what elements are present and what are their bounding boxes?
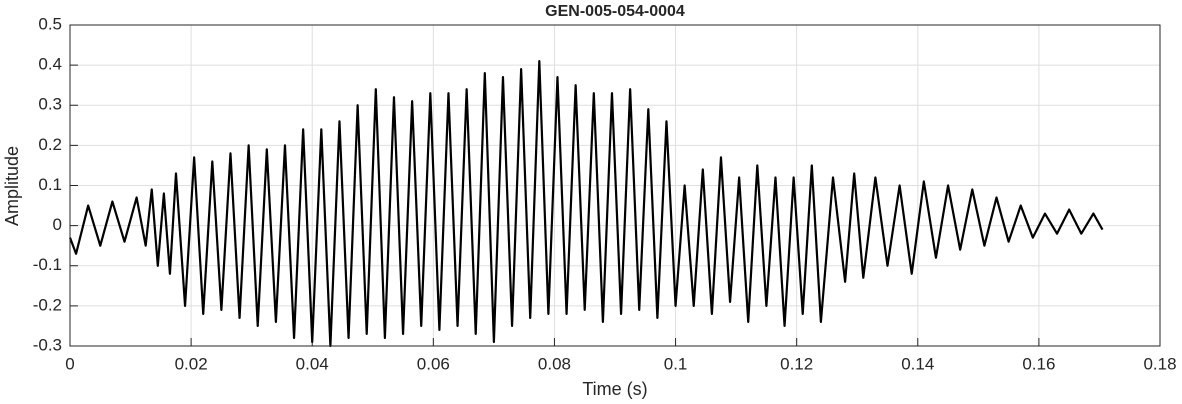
y-tick-label: -0.1 [33,255,62,274]
y-tick-label: 0.2 [38,135,62,154]
axes-box [69,24,1161,347]
y-tick-label: 0.4 [38,55,62,74]
x-tick-label: 0.08 [538,354,571,373]
x-tick-label: 0 [65,354,74,373]
signal-line [68,60,1104,348]
x-tick-label: 0.16 [1022,354,1055,373]
y-axis-label: Amplitude [2,146,22,226]
x-tick-label: 0.14 [901,354,934,373]
x-tick-label: 0.1 [664,354,688,373]
y-tick-label: 0.5 [38,14,62,33]
y-tick-label: 0.1 [38,175,62,194]
x-tick-label: 0.06 [417,354,450,373]
y-tick-label: 0 [53,215,62,234]
x-tick-label: 0.04 [296,354,329,373]
x-axis-label: Time (s) [582,379,647,399]
x-tick-label: 0.18 [1143,354,1176,373]
y-tick-label: -0.3 [33,335,62,354]
y-tick-label: 0.3 [38,95,62,114]
x-tick-label: 0.12 [780,354,813,373]
x-tick-label: 0.02 [175,354,208,373]
chart-title: GEN-005-054-0004 [545,3,685,20]
y-tick-label: -0.2 [33,295,62,314]
